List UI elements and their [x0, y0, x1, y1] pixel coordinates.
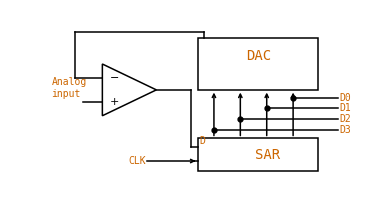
Text: −: − [110, 73, 119, 83]
Text: D2: D2 [339, 114, 351, 124]
Text: D0: D0 [339, 93, 351, 103]
Bar [199, 38, 318, 90]
Bar [199, 138, 318, 171]
Text: D1: D1 [339, 103, 351, 113]
Text: +: + [110, 97, 119, 106]
Text: SAR: SAR [255, 148, 281, 161]
Text: DAC: DAC [246, 49, 271, 63]
Text: D: D [200, 136, 206, 146]
Text: Analog
input: Analog input [51, 77, 87, 99]
Text: CLK: CLK [128, 156, 146, 166]
Text: D3: D3 [339, 125, 351, 135]
